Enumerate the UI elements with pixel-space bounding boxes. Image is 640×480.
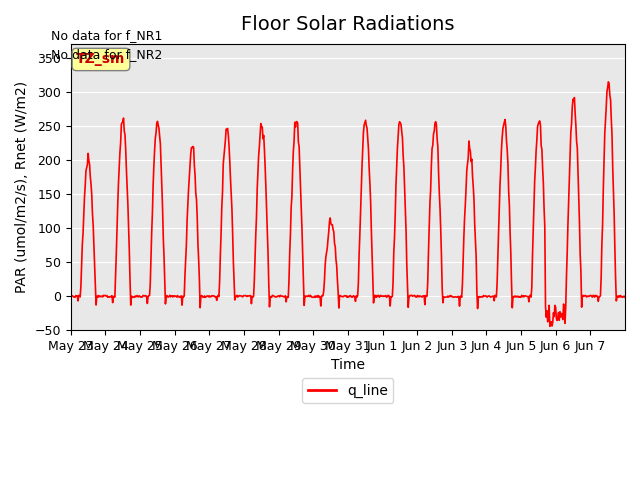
Text: No data for f_NR2: No data for f_NR2: [51, 48, 163, 61]
Legend: q_line: q_line: [303, 378, 394, 403]
Title: Floor Solar Radiations: Floor Solar Radiations: [241, 15, 454, 34]
Text: TZ_sm: TZ_sm: [76, 52, 125, 66]
Text: No data for f_NR1: No data for f_NR1: [51, 29, 163, 42]
Y-axis label: PAR (umol/m2/s), Rnet (W/m2): PAR (umol/m2/s), Rnet (W/m2): [15, 81, 29, 293]
X-axis label: Time: Time: [331, 359, 365, 372]
